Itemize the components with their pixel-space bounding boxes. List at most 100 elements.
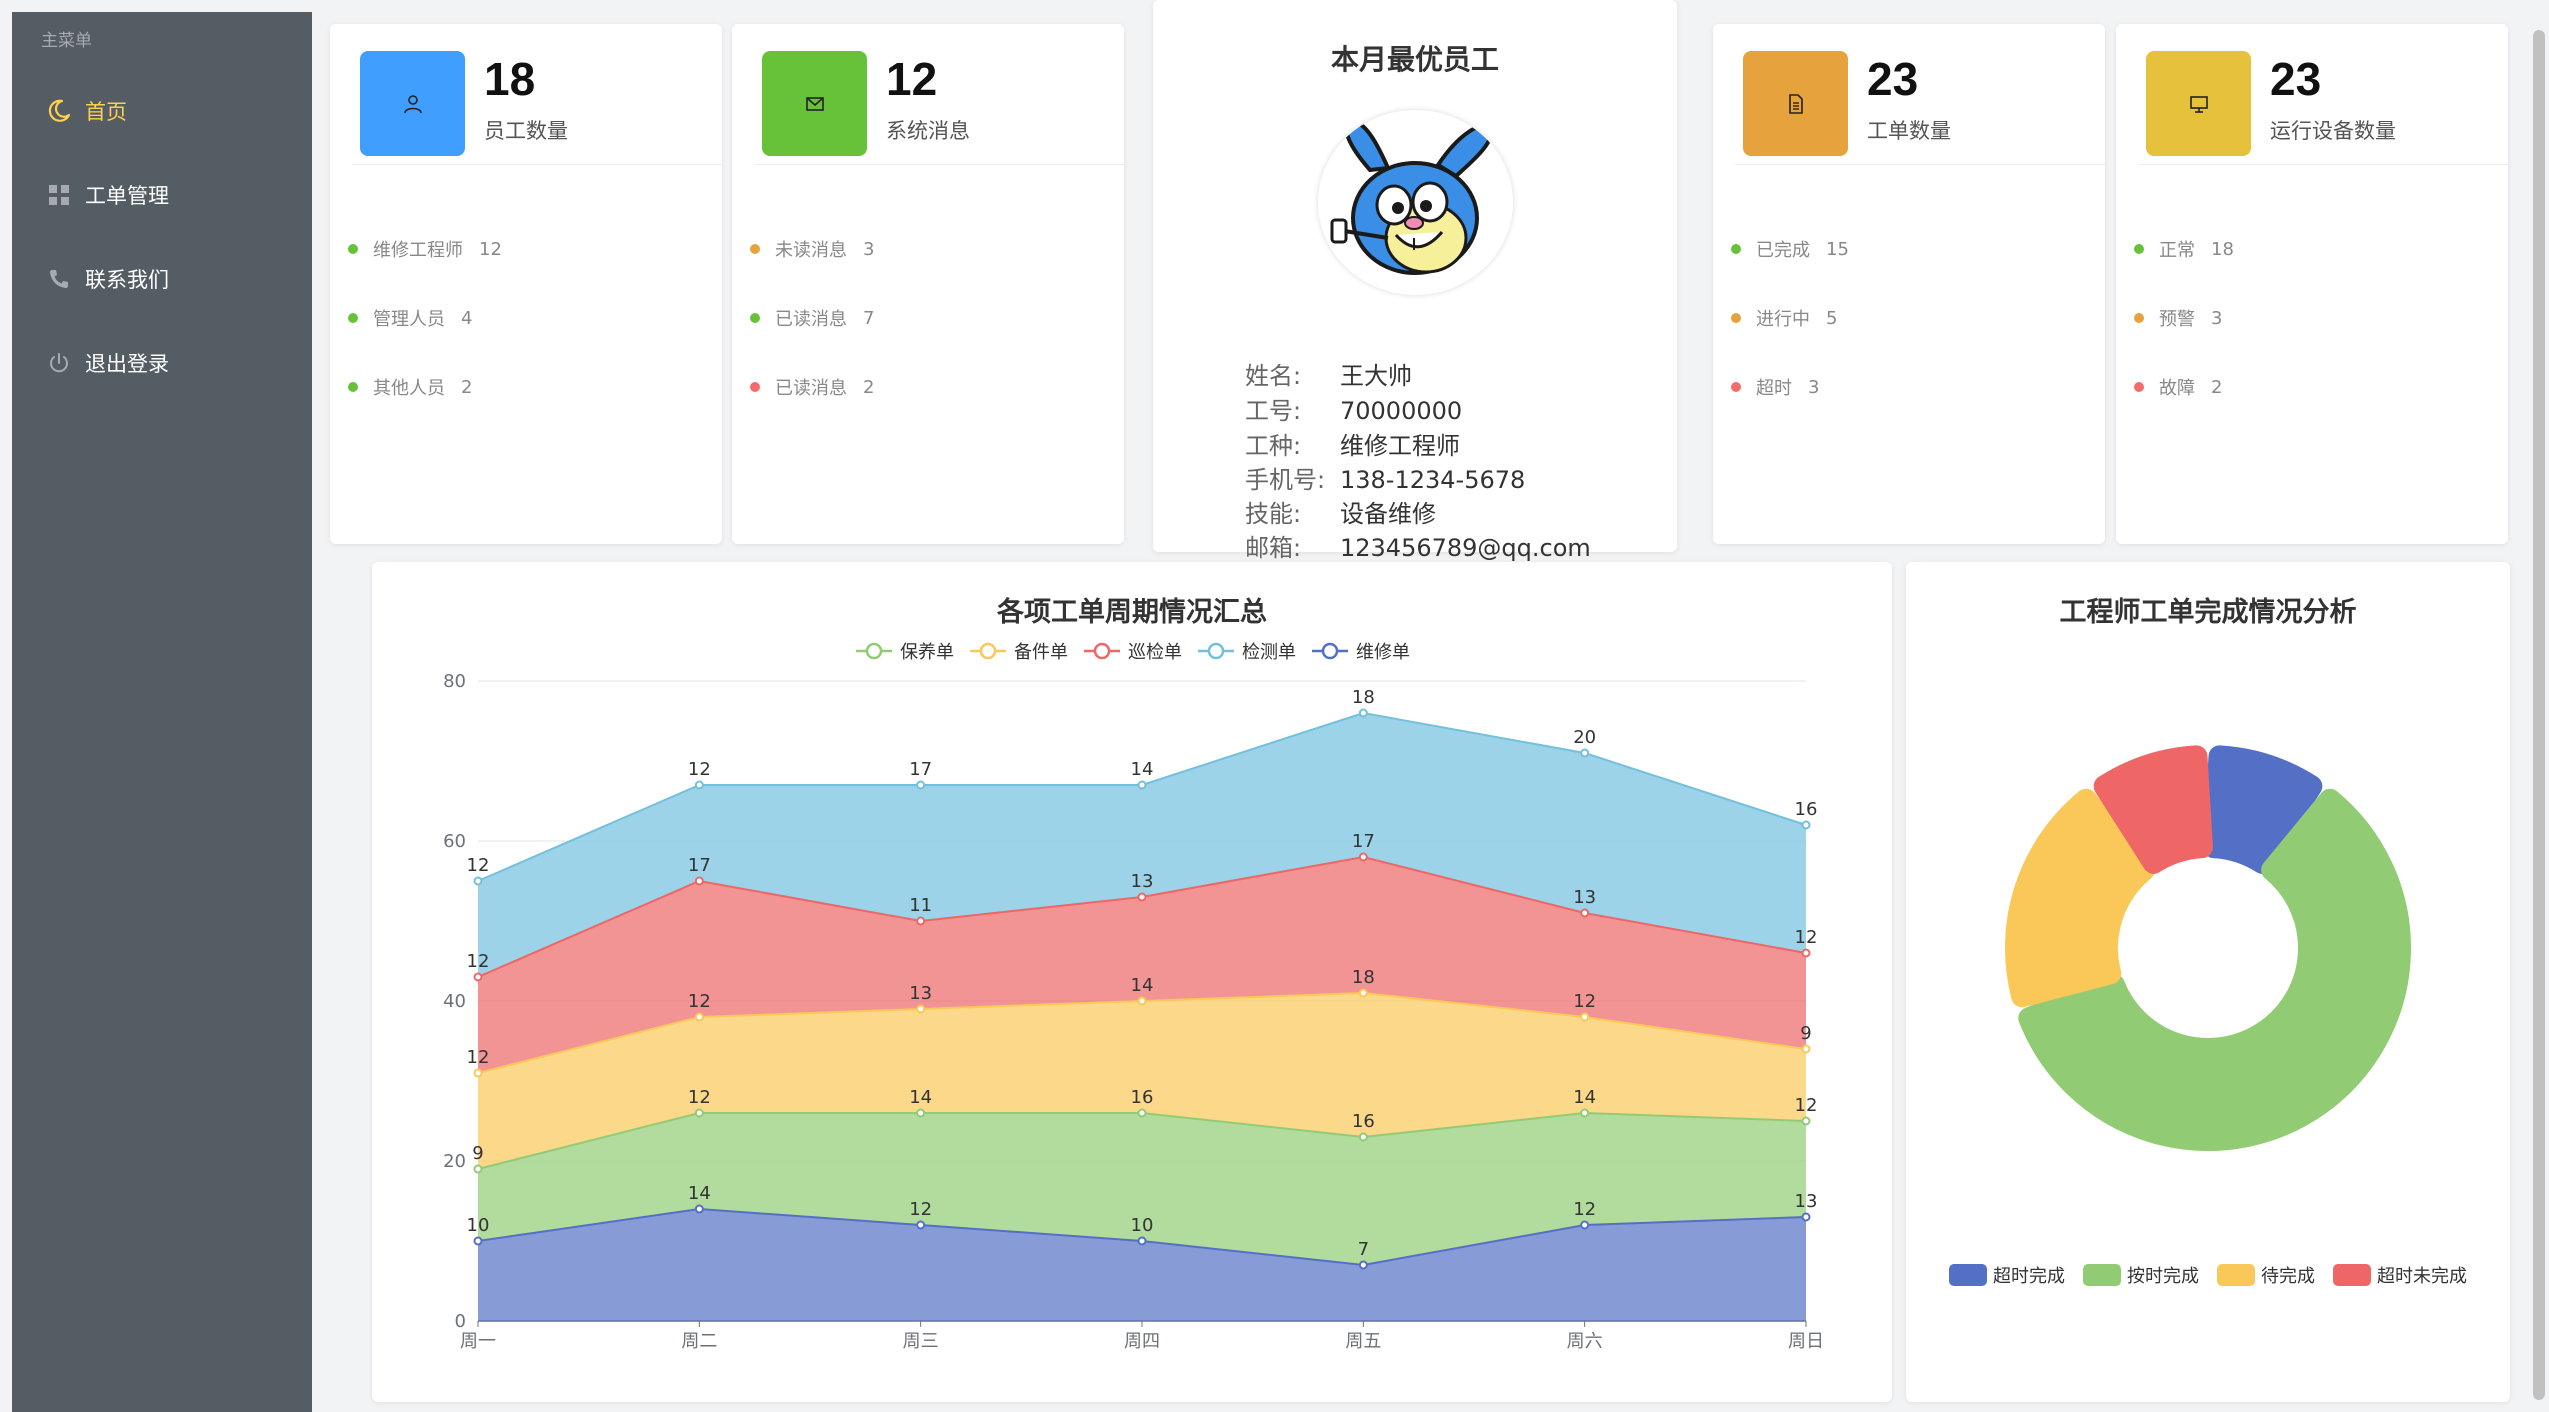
list-item: 进行中 5 [1731, 305, 1837, 331]
stat-card-devices: 23 运行设备数量 正常 18 预警 3 故障 2 [2116, 24, 2508, 544]
row-label: 故障 [2159, 378, 2195, 399]
series-1-point[interactable] [1137, 1108, 1147, 1118]
stat-value: 23 [1867, 53, 1919, 105]
rabbit-avatar-image [1330, 120, 1493, 275]
series-3-point[interactable] [1137, 892, 1147, 902]
series-4-point[interactable] [473, 876, 483, 886]
sidebar-item-contact[interactable]: 联系我们 [12, 244, 312, 314]
sidebar-item-label: 退出登录 [85, 352, 169, 376]
field-key: 手机号: [1245, 466, 1326, 494]
donut-slice-1[interactable] [2018, 788, 2411, 1151]
row-label: 正常 [2159, 240, 2195, 261]
series-3-point[interactable] [473, 972, 483, 982]
series-4-point[interactable] [1801, 820, 1811, 830]
series-0-point[interactable] [1358, 1260, 1368, 1270]
row-label: 其他人员 [373, 378, 445, 399]
series-2-point[interactable] [916, 1004, 926, 1014]
list-item: 正常 18 [2134, 236, 2234, 262]
chart-title: 各项工单周期情况汇总 [997, 597, 1267, 628]
series-4-data-label: 17 [909, 759, 932, 780]
pie-legend-item[interactable]: 按时完成 [2083, 1262, 2199, 1288]
best-employee-title: 本月最优员工 [1330, 43, 1499, 76]
legend-item[interactable]: 保养单 [854, 638, 954, 664]
field-key: 技能: [1245, 500, 1302, 528]
scrollbar[interactable] [2533, 30, 2545, 1400]
y-tick-label: 0 [455, 1311, 466, 1332]
legend-label: 检测单 [1242, 642, 1296, 663]
legend-item[interactable]: 巡检单 [1082, 638, 1182, 664]
stat-label: 员工数量 [484, 119, 568, 143]
series-0-data-label: 7 [1358, 1239, 1369, 1260]
legend-item[interactable]: 检测单 [1196, 638, 1296, 664]
series-4-point[interactable] [916, 780, 926, 790]
series-4-data-label: 16 [1795, 799, 1818, 820]
sidebar-item-orders[interactable]: 工单管理 [12, 160, 312, 230]
series-2-point[interactable] [1358, 988, 1368, 998]
series-0-point[interactable] [1580, 1220, 1590, 1230]
series-0-point[interactable] [1137, 1236, 1147, 1246]
series-3-point[interactable] [1358, 852, 1368, 862]
series-1-point[interactable] [1801, 1116, 1811, 1126]
series-2-point[interactable] [473, 1068, 483, 1078]
series-3-point[interactable] [1801, 948, 1811, 958]
series-1-point[interactable] [473, 1164, 483, 1174]
series-0-point[interactable] [694, 1204, 704, 1214]
row-value: 3 [1808, 376, 1820, 398]
series-0-data-label: 14 [688, 1183, 711, 1204]
series-2-data-label: 9 [1800, 1023, 1811, 1044]
series-0-point[interactable] [1801, 1212, 1811, 1222]
list-item: 已读消息 2 [750, 374, 874, 400]
series-0-point[interactable] [916, 1220, 926, 1230]
divider [352, 164, 722, 165]
divider [1735, 164, 2105, 165]
row-value: 5 [1826, 307, 1838, 329]
legend-marker-dot [1093, 642, 1111, 660]
field-value: 123456789@qq.com [1340, 534, 1591, 562]
series-2-data-label: 13 [909, 983, 932, 1004]
series-3-point[interactable] [1580, 908, 1590, 918]
status-dot [348, 313, 358, 323]
list-item: 已读消息 7 [750, 305, 874, 331]
series-4-point[interactable] [1358, 708, 1368, 718]
series-1-point[interactable] [1580, 1108, 1590, 1118]
series-1-data-label: 9 [472, 1143, 483, 1164]
series-0-data-label: 13 [1795, 1191, 1818, 1212]
pie-legend-item[interactable]: 超时完成 [1949, 1262, 2065, 1288]
series-0-point[interactable] [473, 1236, 483, 1246]
series-2-data-label: 12 [1573, 991, 1596, 1012]
sidebar-item-home[interactable]: 首页 [12, 76, 312, 146]
series-2-point[interactable] [1801, 1044, 1811, 1054]
series-1-point[interactable] [1358, 1132, 1368, 1142]
series-2-point[interactable] [1137, 996, 1147, 1006]
series-2-point[interactable] [1580, 1012, 1590, 1022]
pie-legend-item[interactable]: 超时未完成 [2333, 1262, 2467, 1288]
series-1-point[interactable] [916, 1108, 926, 1118]
sidebar-item-logout[interactable]: 退出登录 [12, 328, 312, 398]
series-0-data-label: 12 [909, 1199, 932, 1220]
list-item: 未读消息 3 [750, 236, 874, 262]
legend-label: 超时完成 [1993, 1266, 2065, 1287]
field-key: 工号: [1245, 397, 1302, 425]
sidebar: 主菜单 首页 工单管理 联系我们 退出登录 [12, 12, 312, 1412]
legend-label: 巡检单 [1128, 642, 1182, 663]
series-3-point[interactable] [916, 916, 926, 926]
series-4-point[interactable] [694, 780, 704, 790]
donut-slice-0[interactable] [2203, 745, 2323, 874]
donut-slice-2[interactable] [2005, 788, 2155, 1008]
donut-slice-3[interactable] [2093, 745, 2213, 874]
row-label: 管理人员 [373, 309, 445, 330]
legend-item[interactable]: 维修单 [1310, 638, 1410, 664]
series-4-point[interactable] [1580, 748, 1590, 758]
series-3-point[interactable] [694, 876, 704, 886]
legend-item[interactable]: 备件单 [968, 638, 1068, 664]
legend-label: 待完成 [2261, 1266, 2315, 1287]
pie-legend-item[interactable]: 待完成 [2217, 1262, 2315, 1288]
series-4-point[interactable] [1137, 780, 1147, 790]
series-2-point[interactable] [694, 1012, 704, 1022]
legend-label: 维修单 [1356, 642, 1410, 663]
series-1-point[interactable] [694, 1108, 704, 1118]
legend-label: 备件单 [1014, 642, 1068, 663]
row-value: 2 [461, 376, 473, 398]
stat-card-messages: 12 系统消息 未读消息 3 已读消息 7 已读消息 2 [732, 24, 1124, 544]
status-dot [2134, 244, 2144, 254]
